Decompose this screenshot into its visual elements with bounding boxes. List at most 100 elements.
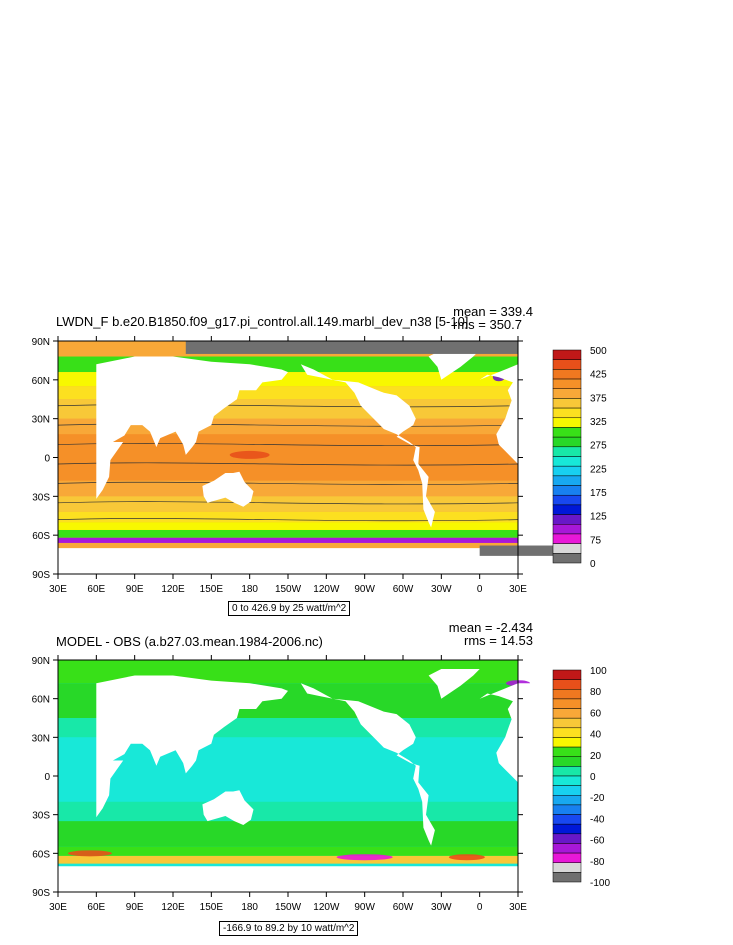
land-mask	[428, 350, 480, 380]
lon-tick-label: 120W	[313, 584, 340, 595]
land-mask	[300, 364, 435, 528]
lat-tick-label: 90N	[32, 337, 50, 348]
top-panel: LWDN_F b.e20.B1850.f09_g17.pi_control.al…	[0, 300, 733, 620]
colorbar-box	[552, 436, 582, 448]
colorbar-label: 40	[590, 730, 602, 741]
colorbar-label: 0	[590, 772, 596, 783]
colorbar-label: 275	[590, 441, 607, 452]
lon-tick-label: 60W	[393, 902, 414, 913]
lat-tick-label: 90N	[32, 656, 50, 667]
plot-title: LWDN_F b.e20.B1850.f09_g17.pi_control.al…	[56, 314, 469, 329]
value-patch	[67, 850, 112, 857]
lon-tick-label: 90W	[354, 902, 375, 913]
colorbar-box	[552, 708, 582, 719]
colorbar-box	[552, 494, 582, 506]
lat-tick-label: 0	[44, 454, 50, 465]
colorbar-label: 500	[590, 346, 607, 357]
colorbar-label: 0	[590, 559, 596, 570]
land-mask	[300, 683, 435, 846]
colorbar-box	[552, 843, 582, 854]
colorbar-box	[552, 456, 582, 467]
colorbar-box	[552, 785, 582, 796]
colorbar-label: -40	[590, 814, 605, 825]
lon-tick-label: 90E	[126, 902, 144, 913]
colorbar-box	[552, 465, 582, 477]
lon-tick-label: 30E	[509, 902, 527, 913]
land-mask	[96, 675, 288, 818]
colorbar-box	[552, 533, 582, 544]
colorbar-box	[552, 553, 582, 564]
colorbar-box	[552, 427, 582, 438]
colorbar-label: 75	[590, 535, 602, 546]
colorbar-box	[552, 775, 582, 786]
value-band	[58, 801, 518, 822]
colorbar-label: 125	[590, 512, 607, 523]
colorbar-box	[552, 814, 582, 825]
lat-tick-label: 30S	[32, 811, 50, 822]
lon-tick-label: 90W	[354, 584, 375, 595]
colorbar-box	[552, 689, 582, 700]
mean-stat: mean = 339.4	[453, 304, 533, 319]
colorbar-box	[552, 378, 582, 389]
colorbar-box	[552, 543, 582, 554]
colorbar-box	[552, 398, 582, 409]
colorbar-box	[552, 679, 582, 690]
lat-tick-label: 60S	[32, 531, 50, 542]
value-band	[58, 846, 518, 856]
colorbar-label: 20	[590, 751, 602, 762]
colorbar-box	[552, 485, 582, 496]
value-band	[58, 480, 518, 497]
colorbar-box	[552, 727, 582, 738]
lon-tick-label: 90E	[126, 584, 144, 595]
land-mask	[428, 669, 480, 699]
colorbar-box	[552, 669, 582, 680]
value-patch	[336, 854, 393, 861]
lon-tick-label: 180	[241, 902, 258, 913]
colorbar-box	[552, 407, 582, 419]
value-band	[58, 511, 518, 523]
colorbar-label: 60	[590, 708, 602, 719]
value-band	[58, 496, 518, 512]
lat-tick-label: 30N	[32, 733, 50, 744]
lat-tick-label: 60N	[32, 695, 50, 706]
contour-line	[57, 518, 519, 522]
contour-info-box: -166.9 to 89.2 by 10 watt/m^2	[219, 921, 359, 936]
lon-tick-label: 30E	[49, 902, 67, 913]
lon-tick-label: 0	[477, 584, 483, 595]
lon-tick-label: 30E	[509, 584, 527, 595]
colorbar-label: 100	[590, 666, 607, 677]
colorbar-label: -100	[590, 878, 610, 889]
mean-stat: mean = -2.434	[448, 620, 533, 635]
lon-tick-label: 60W	[393, 584, 414, 595]
colorbar-box	[552, 514, 582, 525]
colorbar-box	[552, 417, 582, 428]
plot-title: MODEL - OBS (a.b27.03.mean.1984-2006.nc)	[56, 634, 323, 649]
colorbar-box	[552, 369, 582, 380]
colorbar-label: 375	[590, 393, 607, 404]
colorbar-label: 325	[590, 417, 607, 428]
colorbar-box	[552, 833, 582, 844]
colorbar-box	[552, 804, 582, 815]
lon-tick-label: 30E	[49, 584, 67, 595]
lat-tick-label: 90S	[32, 570, 50, 581]
lon-tick-label: 30W	[431, 902, 452, 913]
colorbar-box	[552, 504, 582, 515]
colorbar-box	[552, 349, 582, 360]
value-patch	[448, 854, 485, 861]
colorbar-box	[552, 862, 582, 873]
lon-tick-label: 150E	[200, 902, 224, 913]
contour-line	[57, 501, 519, 505]
value-band	[58, 434, 518, 481]
colorbar-label: -20	[590, 793, 605, 804]
colorbar-box	[552, 852, 582, 863]
colorbar-box	[552, 446, 582, 457]
land-mask	[202, 790, 254, 825]
lon-tick-label: 0	[477, 902, 483, 913]
value-band	[58, 821, 518, 847]
colorbar-box	[552, 698, 582, 709]
value-band	[58, 855, 518, 864]
colorbar-box	[552, 717, 582, 729]
value-band	[58, 537, 518, 543]
lon-tick-label: 150W	[275, 584, 302, 595]
colorbar-box	[552, 823, 582, 835]
